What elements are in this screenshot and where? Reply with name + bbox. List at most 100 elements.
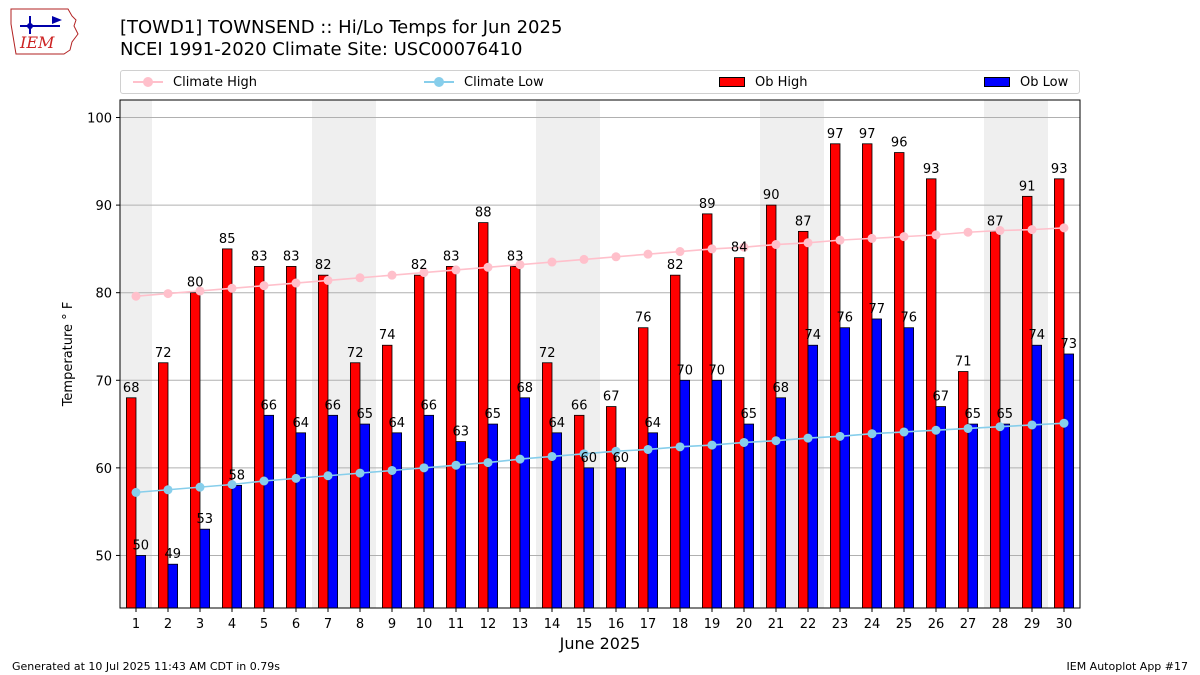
ob-high-label: 67: [603, 390, 620, 405]
climate-high-point: [675, 247, 685, 257]
x-tick-label: 25: [896, 617, 913, 632]
x-tick-label: 16: [608, 617, 625, 632]
climate-high-point: [995, 226, 1005, 236]
ob-low-label: 64: [645, 416, 662, 431]
ob-high-label: 82: [411, 258, 428, 273]
ob-low-label: 74: [805, 328, 822, 343]
ob-high-label: 66: [571, 398, 588, 413]
climate-low-point: [259, 476, 269, 486]
ob-high-label: 93: [1051, 162, 1068, 177]
ob-high-bar: [606, 406, 617, 609]
climate-low-point: [163, 485, 173, 495]
x-tick-label: 9: [388, 617, 396, 632]
ob-low-label: 63: [453, 425, 470, 440]
ob-low-label: 64: [389, 416, 406, 431]
ob-low-label: 65: [965, 407, 982, 422]
ob-high-label: 97: [827, 127, 844, 142]
legend-label-climate-low: Climate Low: [464, 74, 544, 90]
x-tick-label: 21: [768, 617, 785, 632]
climate-high-point: [963, 227, 973, 237]
ob-low-bar: [327, 414, 339, 609]
x-tick-label: 1: [132, 617, 140, 632]
x-tick-label: 7: [324, 617, 332, 632]
ob-low-label: 68: [517, 381, 534, 396]
ob-low-label: 68: [773, 381, 790, 396]
climate-low-point: [803, 433, 813, 443]
climate-low-point: [227, 480, 237, 490]
ob-low-bar: [423, 414, 435, 609]
x-tick-label: 13: [512, 617, 529, 632]
legend-item-climate-low: Climate Low: [424, 71, 544, 93]
climate-low-point: [131, 487, 141, 497]
x-tick-label: 19: [704, 617, 721, 632]
climate-low-point: [291, 473, 301, 483]
ob-high-label: 71: [955, 355, 972, 370]
x-tick-label: 30: [1056, 617, 1073, 632]
x-tick-label: 4: [228, 617, 236, 632]
ob-high-label: 87: [987, 214, 1004, 229]
ob-low-bar: [615, 467, 627, 609]
x-tick-label: 20: [736, 617, 753, 632]
ob-high-label: 80: [187, 276, 204, 291]
ob-high-label: 68: [123, 381, 140, 396]
ob-low-label: 66: [421, 398, 438, 413]
ob-low-label: 76: [837, 311, 854, 326]
climate-high-point: [931, 230, 941, 240]
plot-frame: [119, 99, 1081, 609]
ob-high-label: 76: [635, 311, 652, 326]
ob-high-bar: [542, 362, 553, 609]
ob-low-label: 70: [709, 363, 726, 378]
x-tick-label: 28: [992, 617, 1009, 632]
climate-high-line: [135, 227, 1065, 297]
y-tick-label: 70: [95, 374, 112, 389]
x-tick-label: 2: [164, 617, 172, 632]
ob-low-bar: [167, 563, 179, 609]
ob-high-bar: [349, 362, 361, 609]
ob-low-label: 60: [613, 451, 630, 466]
ob-low-label: 66: [261, 398, 278, 413]
ob-high-bar: [157, 362, 169, 609]
ob-high-bar: [317, 274, 329, 609]
ob-high-bar: [221, 248, 233, 609]
chart-title: [TOWD1] TOWNSEND :: Hi/Lo Temps for Jun …: [120, 17, 563, 38]
x-tick-label: 29: [1024, 617, 1041, 632]
ob-low-label: 77: [869, 302, 886, 317]
climate-high-point: [611, 252, 621, 262]
climate-low-point: [995, 422, 1005, 432]
climate-low-point: [899, 427, 909, 437]
y-tick-label: 60: [95, 462, 112, 477]
climate-low-point: [355, 468, 365, 478]
ob-low-bar: [647, 432, 659, 609]
legend-item-ob-low: Ob Low: [984, 71, 1068, 93]
climate-high-point: [131, 291, 141, 301]
x-tick-label: 6: [292, 617, 300, 632]
ob-low-label: 64: [549, 416, 566, 431]
x-tick-label: 26: [928, 617, 945, 632]
ob-low-label: 64: [293, 416, 310, 431]
ob-high-label: 72: [155, 346, 172, 361]
ob-high-label: 85: [219, 232, 236, 247]
ob-low-bar: [679, 379, 691, 609]
ob-high-label: 82: [315, 258, 332, 273]
climate-high-point: [163, 289, 173, 299]
ob-high-bar: [509, 266, 521, 609]
ob-low-bar: [999, 423, 1011, 609]
climate-high-point: [195, 286, 205, 296]
climate-low-point: [835, 431, 845, 441]
climate-low-point: [387, 465, 397, 475]
ob-low-bar: [839, 327, 851, 609]
climate-high-point: [899, 232, 909, 242]
ob-high-label: 82: [667, 258, 684, 273]
ob-high-label: 83: [251, 249, 268, 264]
ob-low-label: 58: [229, 468, 246, 483]
ob-high-bar: [1022, 195, 1033, 609]
x-tick-label: 8: [356, 617, 364, 632]
ob-low-label: 65: [485, 407, 502, 422]
y-axis-label: Temperature ° F: [61, 302, 76, 408]
ob-high-label: 84: [731, 241, 748, 256]
ob-high-label: 93: [923, 162, 940, 177]
ob-high-bar: [253, 266, 265, 609]
app-credit: IEM Autoplot App #17: [1066, 660, 1189, 673]
ob-high-label: 97: [859, 127, 876, 142]
